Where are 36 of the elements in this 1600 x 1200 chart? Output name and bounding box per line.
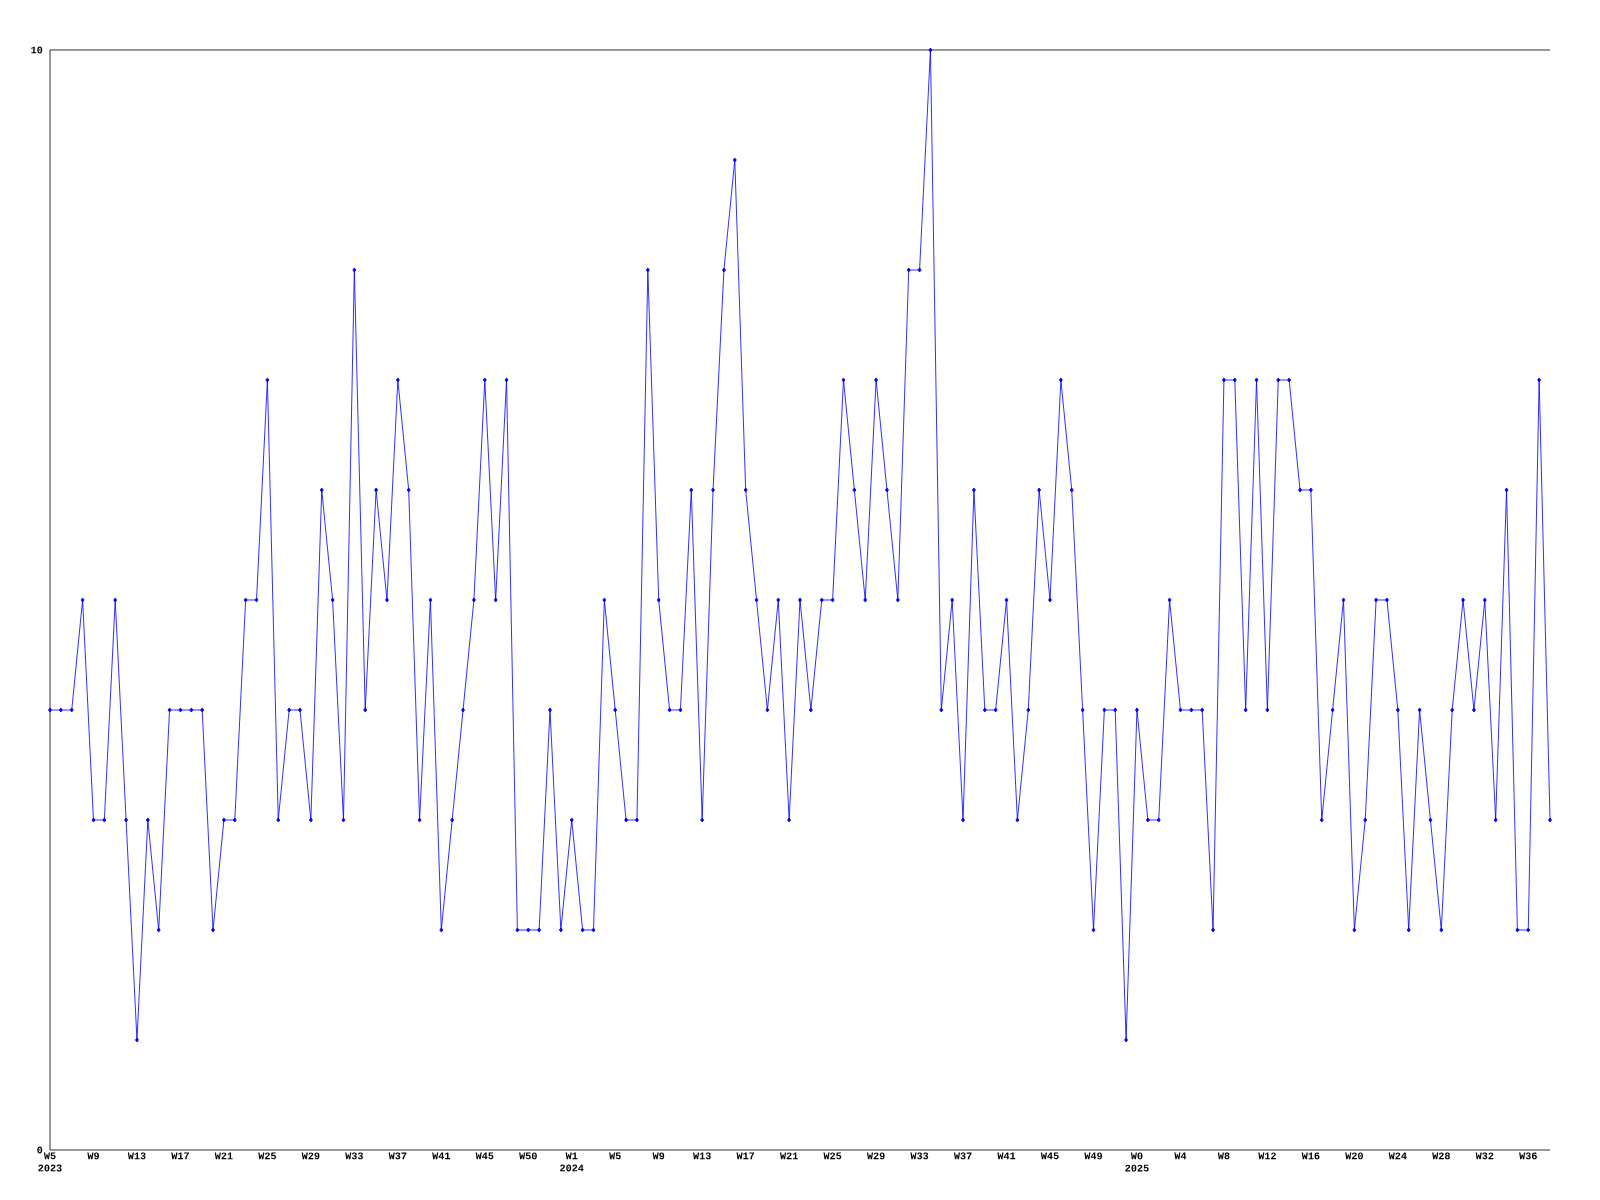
x-tick-label: W12 [1258, 1152, 1276, 1160]
x-tick-label: W50 [519, 1152, 537, 1160]
x-tick-label: W8 [1217, 1152, 1230, 1160]
x-tick-label: W5 [609, 1152, 621, 1160]
x-tick-label: W21 [779, 1152, 798, 1160]
x-tick-label: W41 [432, 1152, 451, 1160]
x-tick-label: W29 [866, 1152, 885, 1160]
x-tick-label: W49 [1084, 1152, 1103, 1160]
x-tick-label: W45 [1040, 1152, 1059, 1160]
x-tick-label: W45 [475, 1152, 494, 1160]
x-tick-label: W25 [258, 1152, 277, 1160]
x-tick-label: W16 [1301, 1152, 1320, 1160]
x-tick-label: W24 [1388, 1152, 1407, 1160]
x-tick-label: W9 [87, 1152, 99, 1160]
x-tick-label: W29 [301, 1152, 320, 1160]
x-tick-label: W21 [214, 1152, 233, 1160]
x-tick-label: W0 2025 [1125, 1152, 1149, 1172]
x-tick-label: W41 [997, 1152, 1016, 1160]
x-tick-label: W9 [652, 1152, 665, 1160]
x-tick-label: W4 [1174, 1152, 1187, 1160]
x-tick-label: W20 [1345, 1152, 1363, 1160]
x-tick-label: W37 [388, 1152, 407, 1160]
x-tick-label: W1 2024 [560, 1152, 584, 1172]
x-tick-label: W17 [171, 1152, 189, 1160]
y-tick-label: 10 [31, 46, 43, 54]
x-tick-label: W36 [1519, 1152, 1537, 1160]
y-tick-label: 0 [37, 1146, 43, 1154]
x-tick-label: W28 [1432, 1152, 1450, 1160]
x-tick-label: W33 [910, 1152, 929, 1160]
x-tick-label: W17 [736, 1152, 755, 1160]
x-tick-label: W37 [953, 1152, 972, 1160]
x-tick-label: W32 [1475, 1152, 1494, 1160]
x-tick-label: W25 [823, 1152, 842, 1160]
x-tick-label: W13 [127, 1152, 146, 1160]
x-tick-label: W13 [693, 1152, 711, 1160]
x-tick-label: W33 [345, 1152, 363, 1160]
